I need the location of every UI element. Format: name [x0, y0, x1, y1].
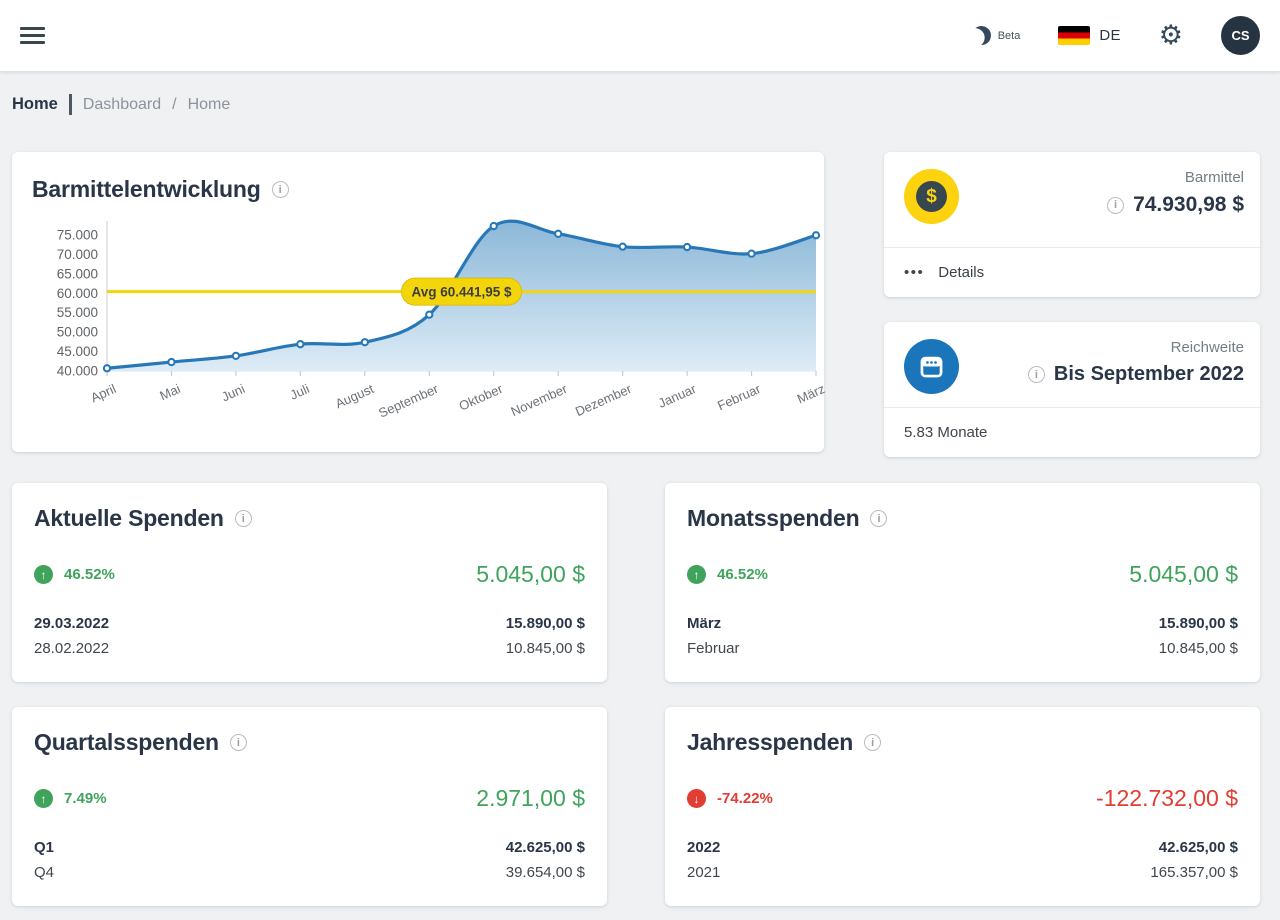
svg-text:Februar: Februar	[715, 381, 763, 413]
barmittel-area-chart[interactable]: April Mai Juni Juli August September Oktober No…	[32, 207, 844, 443]
stat-card-title: Aktuelle Spenden	[34, 505, 224, 531]
breadcrumb-link-home[interactable]: Home	[187, 95, 231, 113]
svg-text:Oktober: Oktober	[457, 381, 506, 414]
svg-text:April: April	[88, 381, 118, 405]
svg-text:Avg 60.441,95 $: Avg 60.441,95 $	[411, 284, 512, 299]
stat-card-monatsspenden: Monatsspenden 46.52% 5.045,00 $ März 15.…	[665, 483, 1260, 682]
trend-percentage: 46.52%	[64, 566, 115, 583]
svg-text:Juli: Juli	[288, 381, 312, 403]
row-label: 28.02.2022	[34, 640, 110, 657]
svg-text:November: November	[509, 381, 570, 419]
trend-percentage: 46.52%	[717, 566, 768, 583]
trend-percentage: -74.22%	[717, 790, 773, 807]
info-icon[interactable]	[864, 734, 882, 751]
stat-card-title: Quartalsspenden	[34, 729, 219, 755]
trend-up-icon	[34, 565, 53, 584]
svg-text:Mai: Mai	[157, 381, 182, 403]
stat-card-quartalsspenden: Quartalsspenden 7.49% 2.971,00 $ Q1 42.6…	[12, 707, 607, 906]
barmittel-value: 74.930,98 $	[1133, 193, 1244, 216]
breadcrumb-link-dashboard[interactable]: Dashboard	[82, 95, 162, 113]
settings-gear-icon[interactable]: ⚙	[1158, 20, 1183, 50]
svg-text:September: September	[376, 381, 441, 421]
barmittel-label: Barmittel	[1184, 169, 1244, 186]
svg-text:50.000: 50.000	[57, 325, 98, 340]
row-value: 15.890,00 $	[505, 615, 585, 632]
row-value: 42.625,00 $	[505, 839, 585, 856]
hamburger-menu-button[interactable]	[20, 23, 45, 48]
moon-icon	[970, 25, 991, 46]
chart-title: Barmittelentwicklung	[32, 176, 261, 202]
row-value: 10.845,00 $	[1158, 640, 1238, 657]
row-label: 29.03.2022	[34, 615, 110, 632]
german-flag-icon	[1058, 26, 1091, 45]
reichweite-value: Bis September 2022	[1053, 363, 1244, 385]
svg-text:55.000: 55.000	[57, 305, 98, 320]
info-icon[interactable]	[229, 734, 247, 751]
breadcrumb-divider	[68, 94, 72, 115]
row-label: Q1	[34, 839, 55, 856]
beta-label: Beta	[997, 29, 1021, 42]
trend-amount: -122.732,00 $	[1096, 785, 1238, 811]
row-value: 10.845,00 $	[505, 640, 585, 657]
trend-amount: 2.971,00 $	[476, 785, 585, 811]
dark-mode-beta-toggle[interactable]: Beta	[972, 26, 1021, 45]
info-icon[interactable]	[870, 510, 888, 527]
reichweite-months: 5.83 Monate	[904, 424, 988, 441]
svg-text:60.000: 60.000	[57, 286, 98, 301]
barmittel-card: $ Barmittel 74.930,98 $ Details	[884, 152, 1260, 297]
svg-text:45.000: 45.000	[57, 344, 98, 359]
row-label: Februar	[687, 640, 740, 657]
more-options-icon[interactable]	[904, 264, 924, 281]
row-value: 39.654,00 $	[505, 864, 585, 881]
row-value: 15.890,00 $	[1158, 615, 1238, 632]
row-label: Q4	[34, 864, 55, 881]
stat-card-jahresspenden: Jahresspenden -74.22% -122.732,00 $ 2022…	[665, 707, 1260, 906]
row-label: 2022	[687, 839, 721, 856]
svg-text:März: März	[795, 381, 827, 406]
info-icon[interactable]	[1107, 196, 1125, 214]
breadcrumb: Home Dashboard / Home	[12, 94, 230, 115]
trend-amount: 5.045,00 $	[1129, 561, 1238, 587]
stat-card-title: Jahresspenden	[687, 729, 854, 755]
svg-text:Dezember: Dezember	[573, 381, 634, 419]
trend-up-icon	[34, 789, 53, 808]
row-label: 2021	[687, 864, 721, 881]
topbar: Beta DE ⚙ CS	[0, 0, 1280, 71]
svg-text:40.000: 40.000	[57, 364, 98, 379]
language-code: DE	[1099, 27, 1121, 44]
info-icon[interactable]	[271, 181, 289, 198]
svg-text:Juni: Juni	[219, 381, 247, 404]
stat-card-aktuelle-spenden: Aktuelle Spenden 46.52% 5.045,00 $ 29.03…	[12, 483, 607, 682]
user-avatar[interactable]: CS	[1221, 16, 1260, 55]
cash-development-card: Barmittelentwicklung April Mai Juni Juli Aug…	[12, 152, 827, 452]
breadcrumb-separator: /	[172, 95, 177, 113]
info-icon[interactable]	[1027, 366, 1045, 383]
details-button[interactable]: Details	[938, 264, 985, 281]
language-selector[interactable]: DE	[1058, 26, 1120, 45]
stat-card-title: Monatsspenden	[687, 505, 860, 531]
info-icon[interactable]	[234, 510, 252, 527]
dollar-icon: $	[904, 169, 959, 224]
svg-text:70.000: 70.000	[57, 247, 98, 262]
trend-amount: 5.045,00 $	[476, 561, 585, 587]
row-label: März	[687, 615, 722, 632]
svg-text:August: August	[333, 381, 376, 411]
trend-percentage: 7.49%	[64, 790, 107, 807]
page-title: Home	[12, 95, 58, 113]
svg-text:Januar: Januar	[656, 381, 699, 411]
row-value: 42.625,00 $	[1158, 839, 1238, 856]
svg-text:65.000: 65.000	[57, 266, 98, 281]
row-value: 165.357,00 $	[1150, 864, 1238, 881]
svg-text:75.000: 75.000	[57, 228, 98, 243]
reichweite-label: Reichweite	[1170, 339, 1244, 356]
trend-down-icon	[687, 789, 706, 808]
calendar-icon	[904, 339, 959, 394]
reichweite-card: Reichweite Bis September 2022 5.83 Monat…	[884, 322, 1260, 457]
trend-up-icon	[687, 565, 706, 584]
